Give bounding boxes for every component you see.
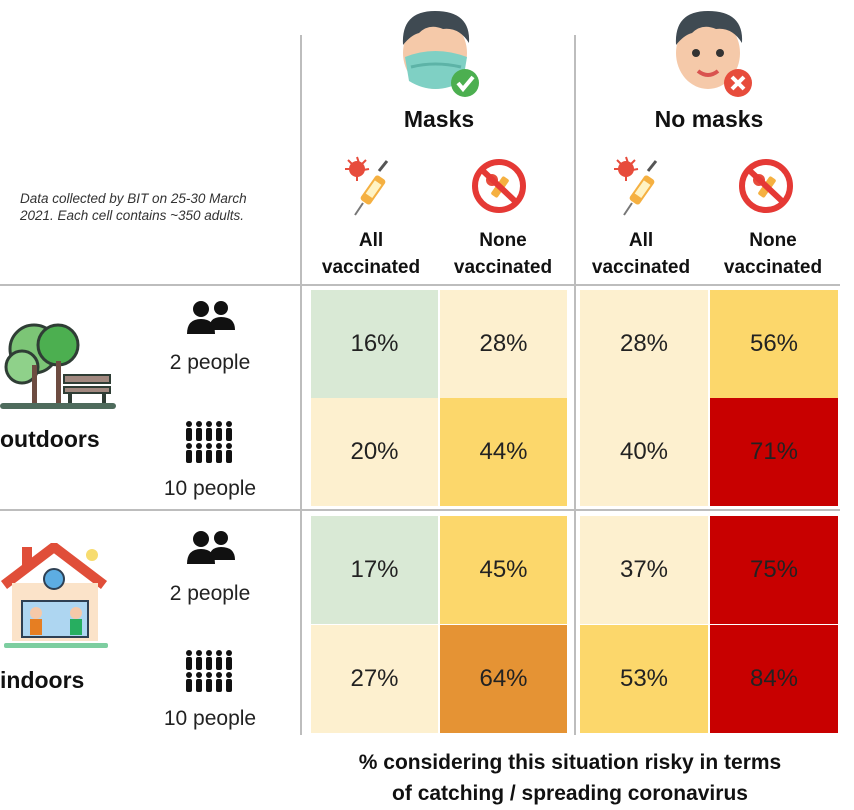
no-vaccine-icon — [468, 158, 530, 214]
heatmap-cell: 28% — [580, 290, 708, 398]
heatmap-cell-label: 45% — [479, 556, 528, 583]
heatmap-cell: 71% — [710, 398, 838, 506]
group-size-label: 10 people — [163, 707, 257, 730]
heatmap-cell-label: 28% — [479, 330, 528, 357]
column-label-line2: vaccinated — [453, 257, 553, 278]
heatmap-cell-label: 28% — [619, 330, 669, 357]
column-label-line1: None — [479, 230, 527, 251]
group-title-no-masks: No masks — [654, 106, 764, 132]
data-note: Data collected by BIT on 25-30 March 202… — [20, 191, 247, 223]
group-size-label: 10 people — [163, 477, 257, 500]
park-icon — [0, 315, 118, 413]
separator-middle — [574, 35, 576, 735]
column-label-nomasks-none-vaccinated: None vaccinated — [706, 227, 840, 281]
column-label-line2: vaccinated — [723, 257, 823, 278]
ten-people-icon — [184, 650, 236, 694]
heatmap-cell-label: 53% — [619, 665, 669, 692]
heatmap-cell-label: 20% — [350, 438, 399, 465]
heatmap-cell: 20% — [311, 398, 438, 506]
no-vaccine-icon — [735, 158, 797, 214]
heatmap-cell: 53% — [580, 625, 708, 733]
masked-face-icon — [389, 5, 489, 105]
heatmap-cell: 45% — [440, 516, 567, 624]
vaccine-syringe-icon — [612, 155, 666, 217]
heatmap-cell: 28% — [440, 290, 567, 398]
heatmap-cell: 16% — [311, 290, 438, 398]
heatmap-cell: 44% — [440, 398, 567, 506]
setting-label-indoors: indoors — [0, 667, 85, 693]
vaccine-syringe-icon — [343, 155, 397, 217]
caption-line1: % considering this situation risky in te… — [358, 751, 782, 774]
group-size-label: 2 people — [169, 582, 251, 605]
column-label-masks-all-vaccinated: All vaccinated — [304, 227, 438, 281]
heatmap-cell-label: 16% — [350, 330, 399, 357]
heatmap-cell-label: 84% — [749, 665, 799, 692]
group-size-label: 2 people — [169, 351, 251, 374]
heatmap-cell-label: 75% — [749, 556, 799, 583]
heatmap-cell-label: 27% — [350, 665, 399, 692]
heatmap-cell: 56% — [710, 290, 838, 398]
column-label-line1: All — [628, 230, 654, 251]
heatmap-cell-label: 56% — [749, 330, 799, 357]
group-title-masks: Masks — [403, 106, 475, 132]
heatmap-cell: 37% — [580, 516, 708, 624]
separator-settings — [0, 509, 840, 511]
heatmap-cell-label: 40% — [619, 438, 669, 465]
column-label-nomasks-all-vaccinated: All vaccinated — [576, 227, 706, 281]
heatmap-cell: 75% — [710, 516, 838, 624]
heatmap-cell-label: 44% — [479, 438, 528, 465]
heatmap-cell-label: 64% — [479, 665, 528, 692]
separator-left — [300, 35, 302, 735]
unmasked-face-icon — [662, 5, 762, 105]
two-people-icon — [187, 530, 235, 566]
heatmap-cell: 27% — [311, 625, 438, 733]
setting-label-outdoors: outdoors — [0, 426, 100, 452]
heatmap-cell: 40% — [580, 398, 708, 506]
caption: % considering this situation risky in te… — [300, 747, 840, 809]
house-icon — [0, 543, 112, 651]
column-label-line1: All — [358, 230, 384, 251]
heatmap-cell: 64% — [440, 625, 567, 733]
column-label-line2: vaccinated — [591, 257, 691, 278]
heatmap-cell: 84% — [710, 625, 838, 733]
caption-line2: of catching / spreading coronavirus — [392, 782, 748, 805]
separator-header — [0, 284, 840, 286]
heatmap-cell-label: 37% — [619, 556, 669, 583]
heatmap-cell-label: 71% — [749, 438, 799, 465]
ten-people-icon — [184, 421, 236, 465]
two-people-icon — [187, 300, 235, 336]
heatmap-cell: 17% — [311, 516, 438, 624]
heatmap-cell-label: 17% — [350, 556, 399, 583]
column-label-line2: vaccinated — [321, 257, 421, 278]
column-label-line1: None — [749, 230, 797, 251]
column-label-masks-none-vaccinated: None vaccinated — [438, 227, 568, 281]
